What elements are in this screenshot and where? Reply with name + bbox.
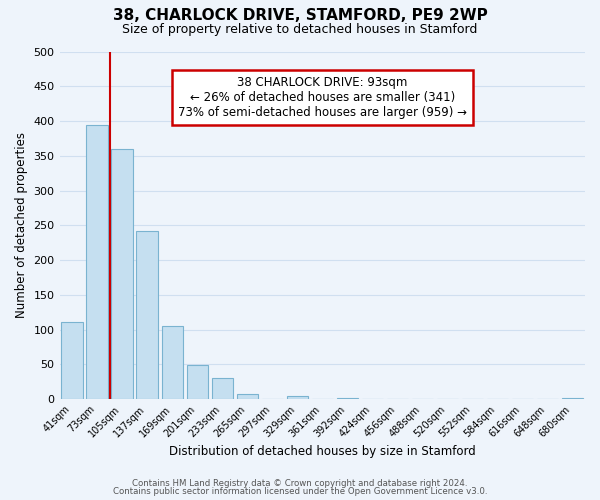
Bar [136,231,158,399]
Bar [187,365,208,399]
Bar [236,394,258,399]
Text: Size of property relative to detached houses in Stamford: Size of property relative to detached ho… [122,22,478,36]
Bar [562,398,583,399]
Bar [212,378,233,399]
Bar [86,125,108,399]
X-axis label: Distribution of detached houses by size in Stamford: Distribution of detached houses by size … [169,444,476,458]
Text: 38, CHARLOCK DRIVE, STAMFORD, PE9 2WP: 38, CHARLOCK DRIVE, STAMFORD, PE9 2WP [113,8,487,22]
Bar [161,326,183,399]
Text: Contains public sector information licensed under the Open Government Licence v3: Contains public sector information licen… [113,487,487,496]
Text: 38 CHARLOCK DRIVE: 93sqm
← 26% of detached houses are smaller (341)
73% of semi-: 38 CHARLOCK DRIVE: 93sqm ← 26% of detach… [178,76,467,119]
Text: Contains HM Land Registry data © Crown copyright and database right 2024.: Contains HM Land Registry data © Crown c… [132,478,468,488]
Bar [112,149,133,399]
Bar [287,396,308,399]
Bar [337,398,358,399]
Bar [61,322,83,399]
Y-axis label: Number of detached properties: Number of detached properties [15,132,28,318]
